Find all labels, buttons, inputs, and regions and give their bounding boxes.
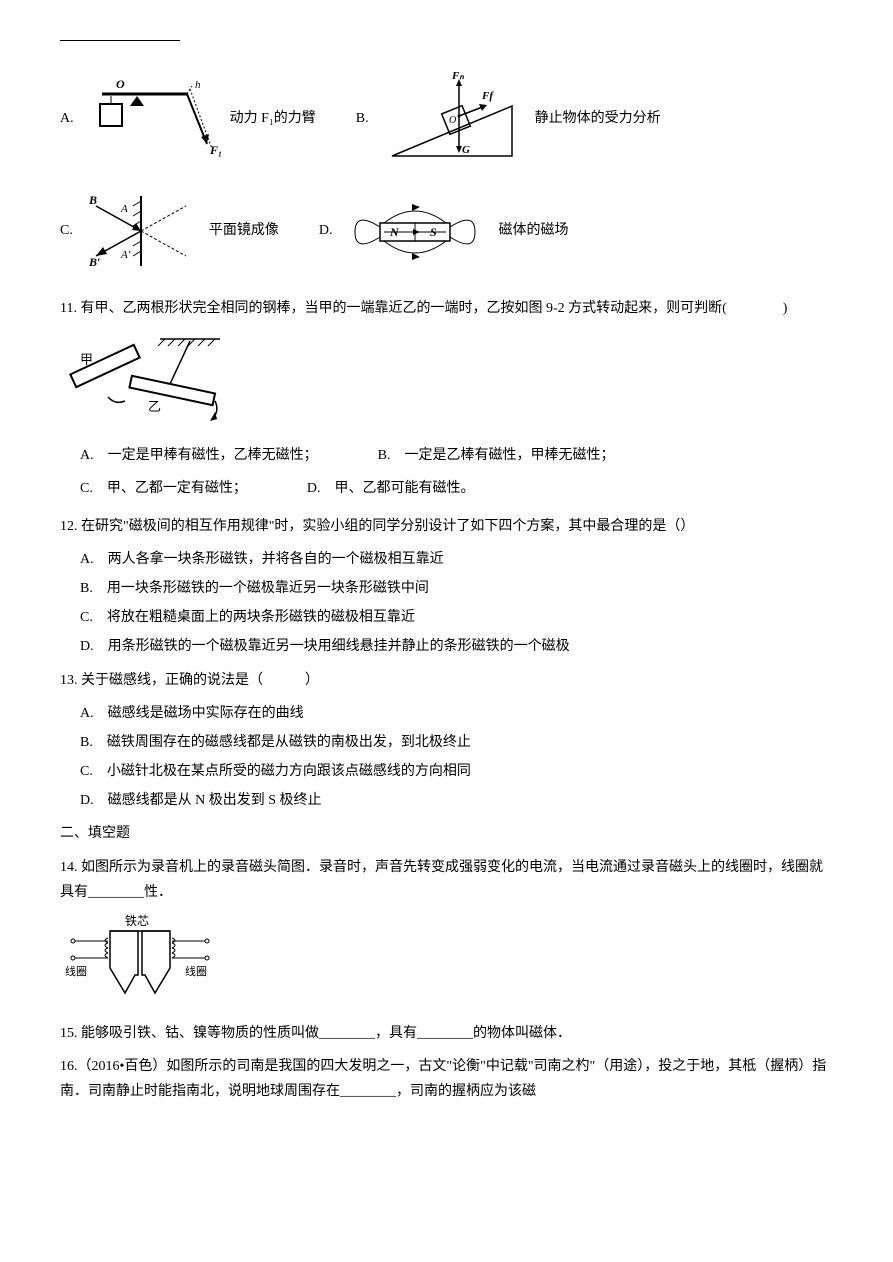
svg-text:B′: B′ xyxy=(88,255,100,269)
svg-text:铁芯: 铁芯 xyxy=(125,914,149,928)
q11-optB: B. 一定是乙棒有磁性，甲棒无磁性； xyxy=(378,443,615,468)
q10-optD: D. N S 磁体的磁场 xyxy=(319,191,569,271)
incline-figure: Fₙ Ff G O xyxy=(377,71,527,166)
optC-text: 平面镜成像 xyxy=(209,218,279,243)
svg-text:h: h xyxy=(195,79,201,91)
svg-text:线圈: 线圈 xyxy=(65,964,87,978)
q13-optA: A. 磁感线是磁场中实际存在的曲线 xyxy=(80,701,833,726)
q12-optA: A. 两人各拿一块条形磁铁，并将各自的一个磁极相互靠近 xyxy=(80,547,833,572)
svg-text:线圈: 线圈 xyxy=(185,964,207,978)
mirror-figure: B B′ A A′ xyxy=(81,186,201,276)
q15-stem: 15. 能够吸引铁、钴、镍等物质的性质叫做________，具有________… xyxy=(60,1021,833,1046)
svg-text:A: A xyxy=(120,203,128,215)
svg-text:O: O xyxy=(449,115,456,126)
svg-text:甲: 甲 xyxy=(80,352,93,367)
optD-label: D. xyxy=(319,218,333,243)
q16-stem: 16.（2016•百色）如图所示的司南是我国的四大发明之一，古文"论衡"中记载"… xyxy=(60,1054,833,1104)
barmagnet-figure: N S xyxy=(340,191,490,271)
lever-figure: O h F₁ xyxy=(82,74,222,164)
optB-text: 静止物体的受力分析 xyxy=(535,106,661,131)
svg-text:B: B xyxy=(88,193,97,207)
q12-optC: C. 将放在粗糙桌面上的两块条形磁铁的磁极相互靠近 xyxy=(80,605,833,630)
q11-stem: 11. 有甲、乙两根形状完全相同的钢棒，当甲的一端靠近乙的一端时，乙按如图 9-… xyxy=(60,296,833,321)
q13-options: A. 磁感线是磁场中实际存在的曲线 B. 磁铁周围存在的磁感线都是从磁铁的南极出… xyxy=(80,701,833,814)
q14-figure: 铁芯 线圈 线圈 xyxy=(60,913,833,1013)
q11-optD: D. 甲、乙都可能有磁性。 xyxy=(307,476,475,501)
q11-figure: 乙 甲 xyxy=(60,329,833,439)
q13-stem: 13. 关于磁感线，正确的说法是（ ） xyxy=(60,668,833,693)
q13-optC: C. 小磁针北极在某点所受的磁力方向跟该点磁感线的方向相同 xyxy=(80,759,833,784)
q12-optB: B. 用一块条形磁铁的一个磁极靠近另一块条形磁铁中间 xyxy=(80,576,833,601)
svg-text:F₁: F₁ xyxy=(209,143,222,157)
svg-text:Fₙ: Fₙ xyxy=(451,71,464,82)
q14-stem: 14. 如图所示为录音机上的录音磁头简图．录音时，声音先转变成强弱变化的电流，当… xyxy=(60,855,833,905)
section2-heading: 二、填空题 xyxy=(60,821,833,846)
q10-row2: C. B B′ A A′ 平面镜成像 D. xyxy=(60,186,833,276)
q10-row1: A. O h F₁ 动力 F₁的力臂 B. xyxy=(60,71,833,166)
q10-optB: B. Fₙ Ff G O 静止物体的受力分析 xyxy=(356,71,661,166)
q10-optA: A. O h F₁ 动力 F₁的力臂 xyxy=(60,74,316,164)
q11-optA: A. 一定是甲棒有磁性，乙棒无磁性； xyxy=(80,443,318,468)
q11-options: A. 一定是甲棒有磁性，乙棒无磁性； B. 一定是乙棒有磁性，甲棒无磁性； C.… xyxy=(80,439,833,505)
svg-text:Ff: Ff xyxy=(481,90,494,102)
q11-optC: C. 甲、乙都一定有磁性； xyxy=(80,476,247,501)
optA-text: 动力 F₁的力臂 xyxy=(230,106,316,131)
svg-text:A′: A′ xyxy=(120,249,131,261)
header-rule xyxy=(60,40,180,41)
optC-label: C. xyxy=(60,218,73,243)
q13-optD: D. 磁感线都是从 N 极出发到 S 极终止 xyxy=(80,788,833,813)
q12-optD: D. 用条形磁铁的一个磁极靠近另一块用细线悬挂并静止的条形磁铁的一个磁极 xyxy=(80,634,833,659)
svg-text:G: G xyxy=(462,144,470,156)
optD-text: 磁体的磁场 xyxy=(498,218,568,243)
optA-label: A. xyxy=(60,106,74,131)
q12-options: A. 两人各拿一块条形磁铁，并将各自的一个磁极相互靠近 B. 用一块条形磁铁的一… xyxy=(80,547,833,660)
q12-stem: 12. 在研究"磁极间的相互作用规律"时，实验小组的同学分别设计了如下四个方案，… xyxy=(60,514,833,539)
q13-optB: B. 磁铁周围存在的磁感线都是从磁铁的南极出发，到北极终止 xyxy=(80,730,833,755)
q10-optC: C. B B′ A A′ 平面镜成像 xyxy=(60,186,279,276)
optB-label: B. xyxy=(356,106,369,131)
svg-text:乙: 乙 xyxy=(148,399,161,414)
svg-text:O: O xyxy=(116,77,125,91)
